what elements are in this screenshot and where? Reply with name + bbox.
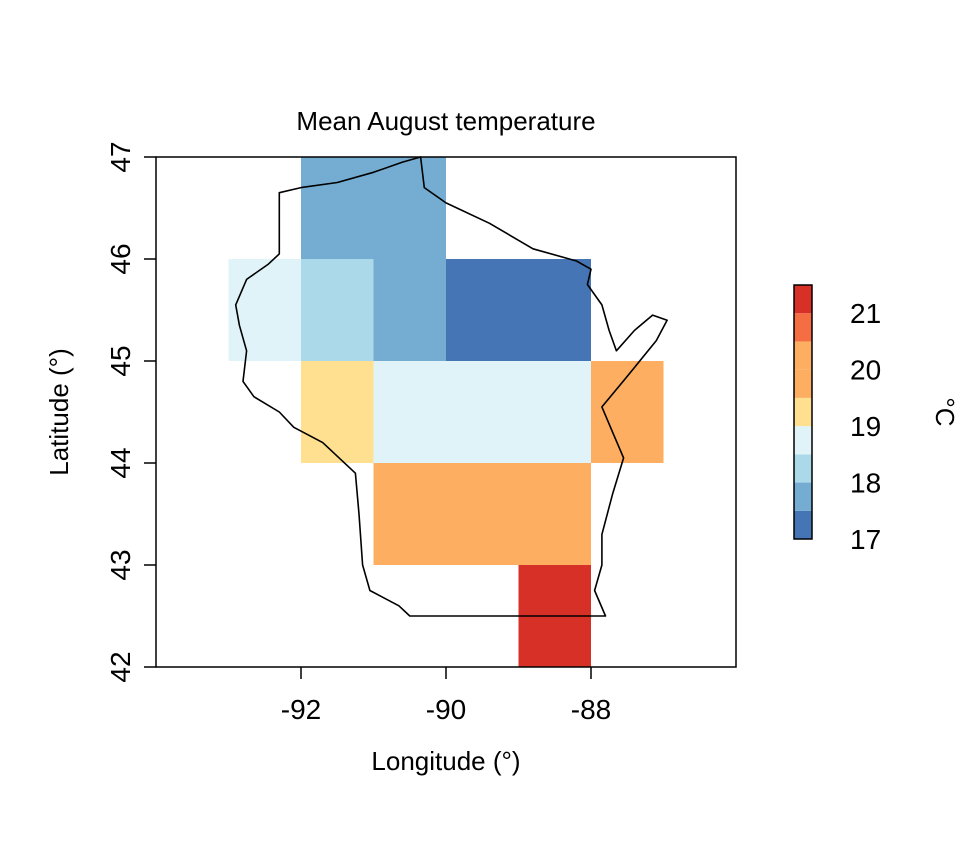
colorbar-swatch — [794, 285, 812, 314]
y-axis-label: Latitude (°) — [44, 348, 74, 475]
colorbar-tick-label: 19 — [850, 411, 881, 442]
heatmap-cell — [591, 361, 664, 463]
chart-title: Mean August temperature — [296, 106, 595, 136]
colorbar-frame — [793, 284, 813, 540]
colorbar-swatch — [794, 510, 812, 539]
colorbar: 17 18 19 20 21 — [793, 284, 881, 555]
y-tick-label: 47 — [105, 141, 136, 172]
colorbar-swatch — [794, 426, 812, 455]
colorbar-swatch — [794, 397, 812, 427]
heatmap-cell — [301, 157, 446, 259]
state-outline-layer — [234, 156, 668, 617]
y-tick-label: 45 — [105, 345, 136, 376]
y-tick-label: 43 — [105, 549, 136, 580]
x-tick-label: -88 — [571, 694, 611, 725]
colorbar-tick-label: 21 — [850, 298, 881, 329]
heatmap-cell — [373, 361, 591, 463]
colorbar-tick-label: 18 — [850, 468, 881, 499]
heatmap-cell — [373, 259, 446, 361]
heatmap-cell — [301, 361, 374, 463]
x-tick-label: -92 — [281, 694, 321, 725]
colorbar-unit-label: °C — [930, 397, 960, 426]
colorbar-swatch — [794, 369, 812, 398]
state-outline — [234, 156, 668, 617]
x-tick-label: -90 — [426, 694, 466, 725]
colorbar-swatch — [794, 341, 812, 370]
colorbar-swatch — [794, 454, 812, 483]
y-tick-label: 42 — [105, 651, 136, 682]
heatmap-cell — [446, 259, 591, 361]
colorbar-swatch — [794, 313, 812, 342]
y-tick-label: 46 — [105, 243, 136, 274]
axes: -92 -90 -88 42 43 44 45 46 47 — [105, 141, 611, 725]
heatmap-cell — [228, 259, 301, 361]
colorbar-tick-label: 17 — [850, 524, 881, 555]
colorbar-tick-label: 20 — [850, 355, 881, 386]
heatmap-cells — [228, 157, 664, 667]
heatmap-cell — [301, 259, 374, 361]
colorbar-swatch — [794, 482, 812, 511]
x-axis-label: Longitude (°) — [371, 746, 520, 776]
heatmap-cell — [373, 463, 591, 565]
y-tick-label: 44 — [105, 447, 136, 478]
